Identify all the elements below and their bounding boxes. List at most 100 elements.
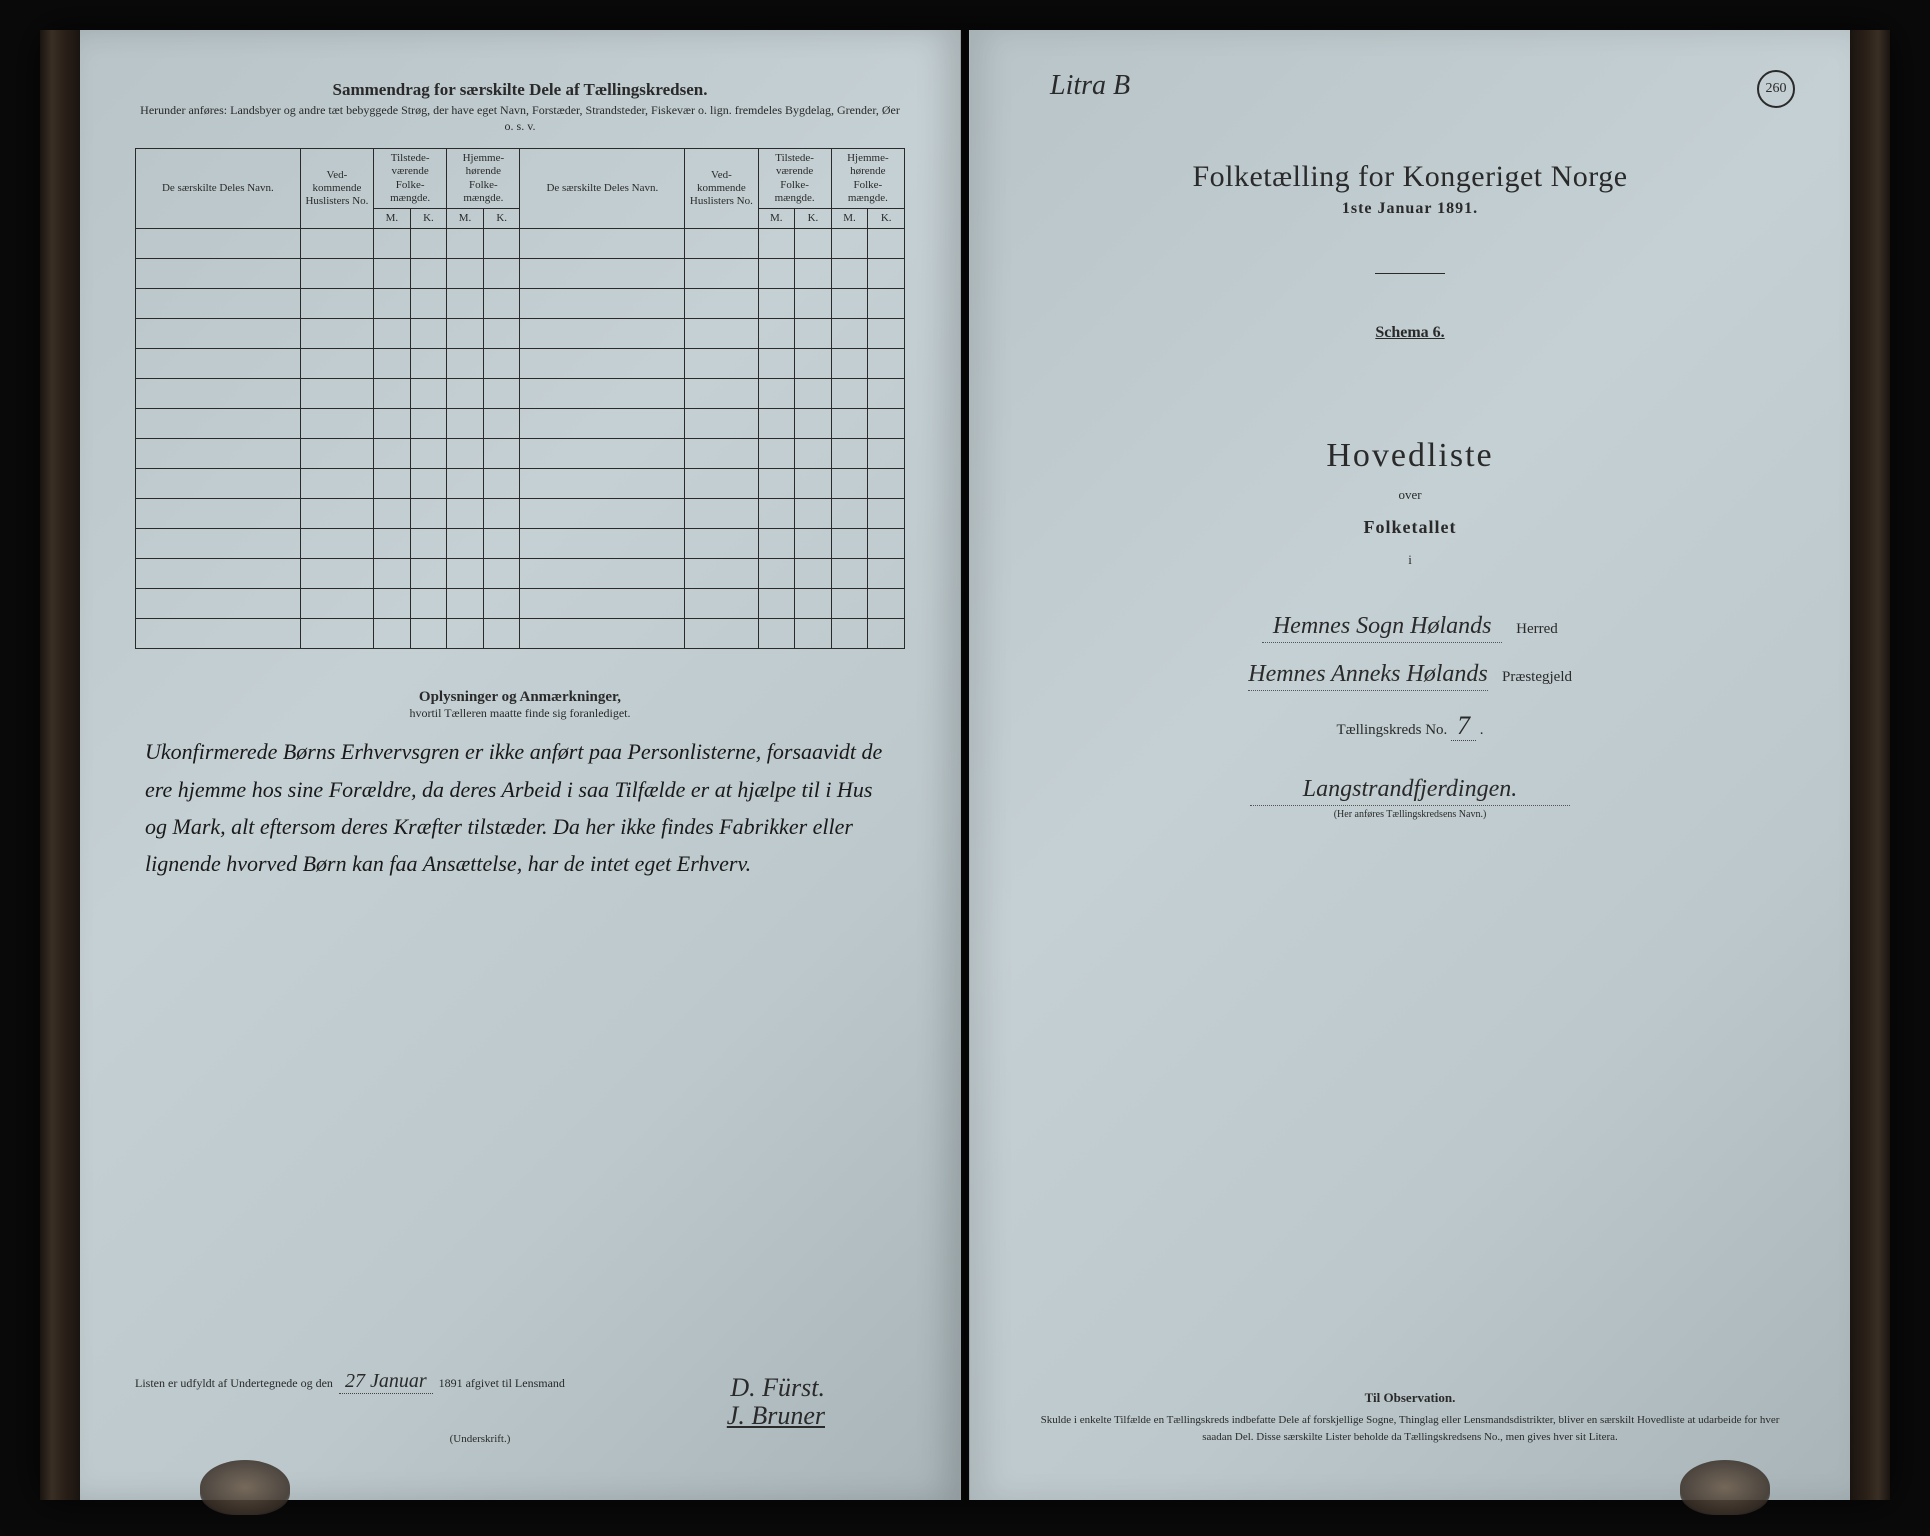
table-cell	[868, 469, 905, 499]
table-cell	[300, 409, 373, 439]
table-cell	[868, 319, 905, 349]
handwritten-notes: Ukonfirmerede Børns Erhvervsgren er ikke…	[135, 733, 905, 883]
table-cell	[374, 559, 411, 589]
herred-line: Hemnes Sogn Hølands Herred	[1025, 613, 1795, 643]
table-cell	[447, 499, 484, 529]
table-cell	[795, 559, 832, 589]
table-cell	[300, 379, 373, 409]
table-row	[136, 379, 905, 409]
table-row	[136, 289, 905, 319]
table-cell	[685, 499, 758, 529]
table-cell	[374, 349, 411, 379]
table-cell	[374, 439, 411, 469]
table-cell	[374, 469, 411, 499]
table-cell	[447, 469, 484, 499]
table-cell	[758, 619, 795, 649]
table-cell	[447, 589, 484, 619]
kreds-label: Tællingskreds No.	[1336, 722, 1447, 738]
table-cell	[758, 349, 795, 379]
folketallet: Folketallet	[1025, 517, 1795, 538]
book-gutter	[961, 30, 969, 1500]
table-cell	[447, 559, 484, 589]
table-cell	[447, 289, 484, 319]
census-date: 1ste Januar 1891.	[1025, 200, 1795, 218]
table-cell	[410, 229, 447, 259]
kreds-name-block: Langstrandfjerdingen. (Her anføres Tælli…	[1025, 776, 1795, 820]
table-cell	[831, 589, 868, 619]
table-cell	[868, 259, 905, 289]
rule-1	[1375, 273, 1445, 274]
table-cell	[520, 619, 685, 649]
table-cell	[520, 409, 685, 439]
table-cell	[447, 229, 484, 259]
table-cell	[868, 349, 905, 379]
table-row	[136, 259, 905, 289]
table-cell	[374, 289, 411, 319]
table-row	[136, 499, 905, 529]
litra-label: Litra B	[1050, 70, 1130, 102]
table-cell	[136, 619, 301, 649]
table-cell	[685, 259, 758, 289]
table-row	[136, 229, 905, 259]
table-cell	[831, 289, 868, 319]
table-cell	[520, 379, 685, 409]
left-footer: Listen er udfyldt af Undertegnede og den…	[135, 1370, 905, 1445]
table-cell	[410, 589, 447, 619]
col-m: M.	[758, 208, 795, 228]
table-cell	[795, 349, 832, 379]
table-cell	[831, 379, 868, 409]
table-cell	[483, 259, 520, 289]
title-block: Folketælling for Kongeriget Norge 1ste J…	[1025, 80, 1795, 820]
table-cell	[483, 619, 520, 649]
table-cell	[136, 349, 301, 379]
table-cell	[136, 229, 301, 259]
table-cell	[410, 619, 447, 649]
table-cell	[685, 349, 758, 379]
table-cell	[483, 319, 520, 349]
table-cell	[447, 349, 484, 379]
signature-2: J. Bruner	[135, 1402, 825, 1431]
observation-block: Til Observation. Skulde i enkelte Tilfæl…	[1030, 1390, 1790, 1445]
table-cell	[136, 259, 301, 289]
table-cell	[300, 619, 373, 649]
col-m: M.	[831, 208, 868, 228]
table-cell	[410, 289, 447, 319]
table-row	[136, 349, 905, 379]
table-cell	[136, 319, 301, 349]
col-resident-2: Hjemme- hørende Folke- mængde.	[831, 149, 904, 209]
table-cell	[758, 379, 795, 409]
table-cell	[300, 349, 373, 379]
table-cell	[300, 229, 373, 259]
table-cell	[868, 409, 905, 439]
table-cell	[868, 439, 905, 469]
table-cell	[831, 529, 868, 559]
table-cell	[136, 499, 301, 529]
table-cell	[685, 469, 758, 499]
table-cell	[300, 319, 373, 349]
obs-title: Til Observation.	[1030, 1390, 1790, 1406]
col-name-2: De særskilte Deles Navn.	[520, 149, 685, 229]
right-page: Litra B 260 Folketælling for Kongeriget …	[969, 30, 1850, 1500]
her-anfores: (Her anføres Tællingskredsens Navn.)	[1025, 809, 1795, 820]
table-cell	[136, 559, 301, 589]
table-cell	[831, 349, 868, 379]
table-cell	[410, 349, 447, 379]
table-cell	[447, 619, 484, 649]
table-cell	[520, 559, 685, 589]
table-cell	[374, 619, 411, 649]
table-row	[136, 439, 905, 469]
table-cell	[410, 529, 447, 559]
table-cell	[300, 439, 373, 469]
table-cell	[410, 259, 447, 289]
footer-prefix: Listen er udfyldt af Undertegnede og den	[135, 1376, 333, 1391]
page-number: 260	[1757, 70, 1795, 108]
table-cell	[374, 229, 411, 259]
table-row	[136, 469, 905, 499]
table-cell	[868, 559, 905, 589]
table-cell	[410, 439, 447, 469]
table-cell	[868, 619, 905, 649]
table-cell	[685, 439, 758, 469]
table-cell	[685, 589, 758, 619]
table-cell	[136, 529, 301, 559]
col-k: K.	[410, 208, 447, 228]
